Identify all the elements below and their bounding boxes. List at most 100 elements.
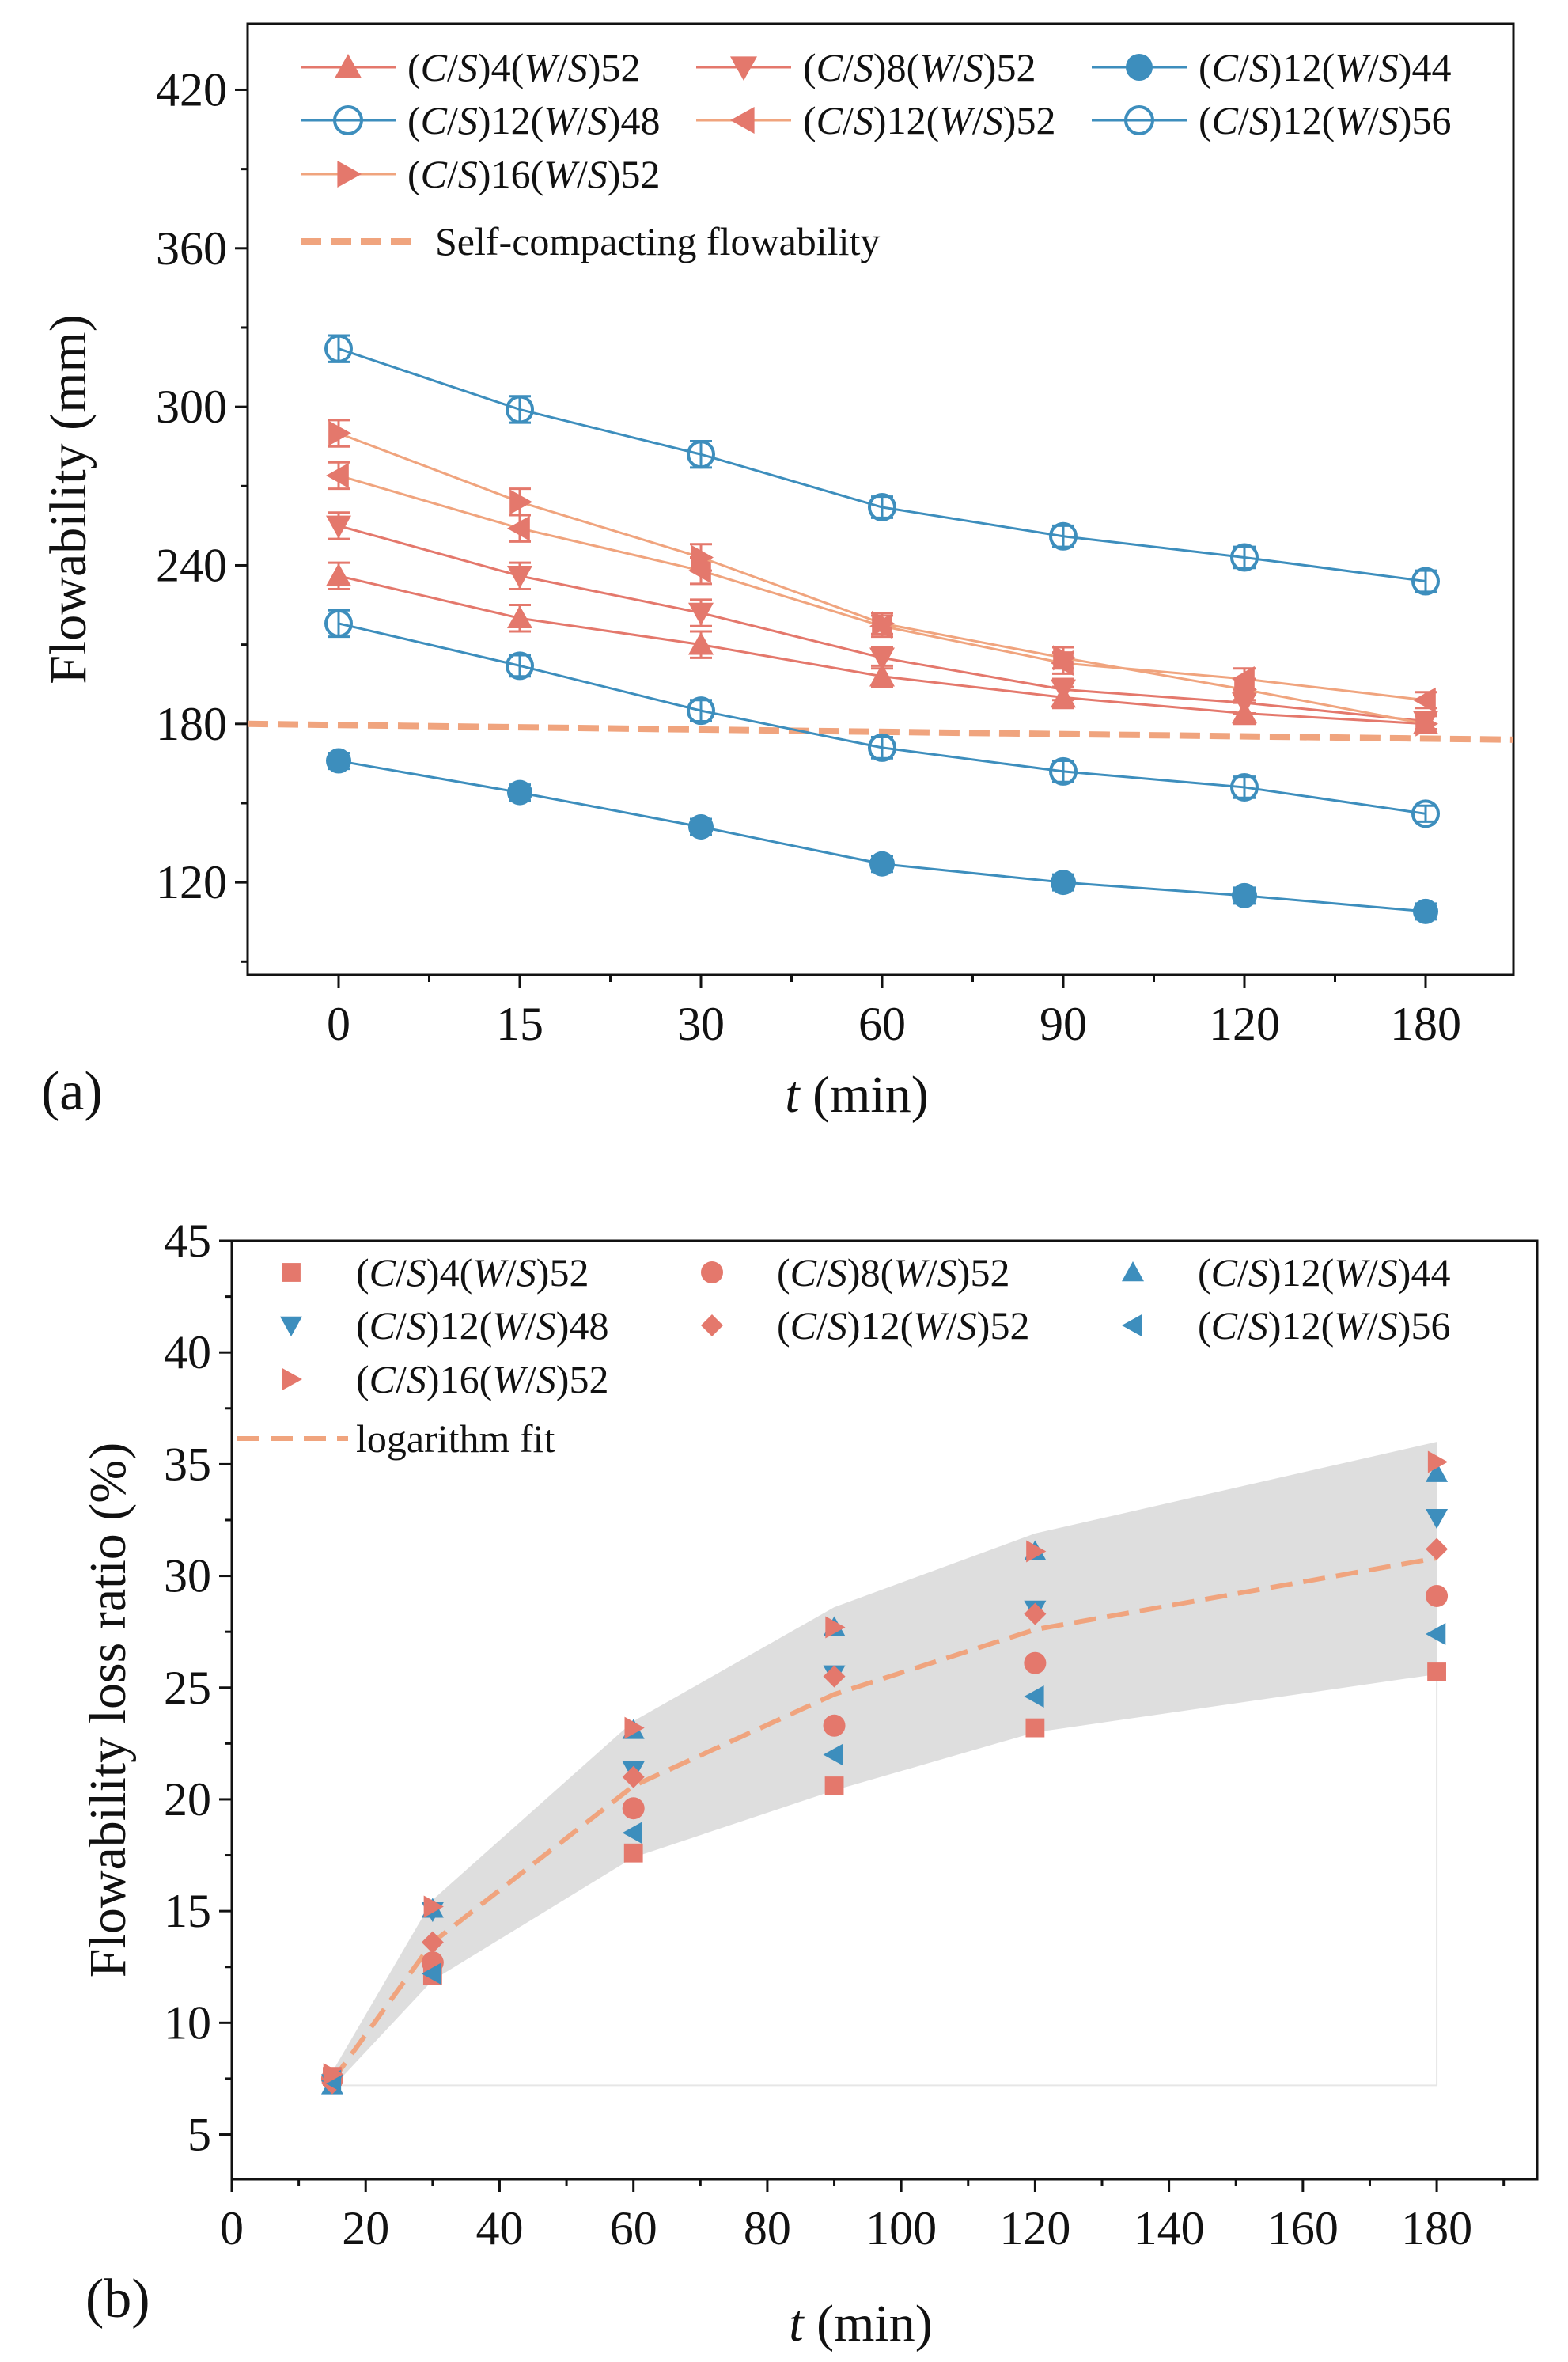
x-tick-label: 15 [496,998,543,1050]
y-tick-label: 420 [156,63,227,116]
legend-label: (C/S)12(W/S)44 [1198,1250,1450,1295]
x-tick-label: 180 [1401,2202,1472,2254]
x-tick-label: 80 [744,2202,791,2254]
reference-line [247,720,1514,743]
plot-frame [230,1239,1539,2181]
data-point [326,462,349,488]
x-axis-label: t (min) [789,2295,932,2353]
y-tick-label: 5 [187,2109,211,2161]
data-point [324,334,353,363]
x-tick-label: 40 [475,2202,523,2254]
y-tick-label: 15 [164,1885,211,1937]
legend-marker [701,1314,723,1336]
legend-marker [730,107,755,134]
y-tick-label: 20 [164,1773,211,1826]
data-point [1413,687,1436,713]
legend-label: (C/S)16(W/S)52 [356,1357,608,1401]
data-point [691,544,714,571]
data-point [1024,1685,1044,1708]
legend-marker [1122,1261,1144,1282]
data-point [1049,521,1078,551]
data-point [323,2063,343,2086]
data-point [622,1797,645,1820]
x-tick-label: 30 [677,998,725,1050]
data-point [1053,645,1076,671]
series-line [338,347,1426,582]
y-tick-label: 180 [156,698,227,750]
legend-marker [333,105,363,135]
data-point [1232,882,1257,908]
data-point [1230,772,1259,802]
x-tick-label: 120 [1209,998,1280,1050]
x-tick-label: 120 [999,2202,1070,2254]
data-point [687,440,715,469]
data-point [1411,567,1440,596]
data-point [1024,1651,1047,1674]
legend-marker [335,54,362,78]
legend-marker [1126,54,1153,81]
data-point [506,395,534,424]
data-point [1413,898,1438,924]
data-point [328,420,351,446]
data-point [423,1895,444,1918]
data-point [824,1776,844,1795]
legend-label: (C/S)8(W/S)52 [777,1250,1009,1295]
legend-label: Self-compacting flowability [435,219,880,263]
data-point [1426,1584,1449,1607]
legend-marker [1124,105,1154,135]
chart-b: 5 10 15 20 25 30 35 40 45 0 20 40 60 80 100 120 140 160 18… [79,1215,1539,2353]
data-point [872,610,895,636]
data-point [326,515,351,539]
data-point [507,566,532,589]
data-point [507,779,532,806]
y-tick-label: 25 [164,1662,211,1714]
data-point [823,1743,843,1766]
data-point [1426,1537,1449,1560]
x-tick-label: 60 [858,998,906,1050]
fit-line [330,1556,1437,2083]
x-tick-label: 20 [342,2202,389,2254]
x-tick-label: 0 [327,998,350,1050]
panel-label: (a) [41,1061,103,1122]
legend-label: (C/S)12(W/S)52 [803,98,1055,142]
data-point [868,493,896,522]
data-point [823,1714,846,1737]
data-point [326,748,351,774]
legend-label: (C/S)12(W/S)44 [1199,45,1451,89]
data-point [1426,1622,1446,1645]
data-point [1426,1462,1449,1482]
data-point [421,1962,442,1985]
data-point [622,1765,645,1788]
data-point [507,605,532,629]
x-tick-label: 100 [865,2202,937,2254]
data-point [1426,1508,1449,1530]
data-point [869,851,895,877]
data-point [1026,1540,1047,1563]
legend-marker [701,1261,723,1283]
data-point [1025,1718,1045,1738]
y-tick-label: 360 [156,222,227,275]
data-point [688,602,714,626]
data-point [1049,756,1078,786]
data-point [326,563,351,586]
data-point [421,1931,444,1954]
data-point [1051,679,1076,703]
y-tick-label: 300 [156,381,227,433]
x-tick-label: 180 [1390,998,1461,1050]
data-point [687,696,715,726]
data-point [869,647,895,671]
legend-marker [730,56,757,81]
legend-label: (C/S)12(W/S)48 [356,1303,608,1348]
data-point [688,631,714,655]
x-tick-label: 160 [1267,2202,1339,2254]
y-tick-label: 10 [164,1996,211,2049]
data-point [1051,870,1076,896]
data-point [1415,711,1438,737]
y-tick-label: 240 [156,539,227,591]
plot-frame [246,22,1515,976]
data-point [868,733,896,762]
x-tick-label: 60 [610,2202,657,2254]
data-point [324,609,353,638]
y-tick-label: 120 [156,856,227,908]
